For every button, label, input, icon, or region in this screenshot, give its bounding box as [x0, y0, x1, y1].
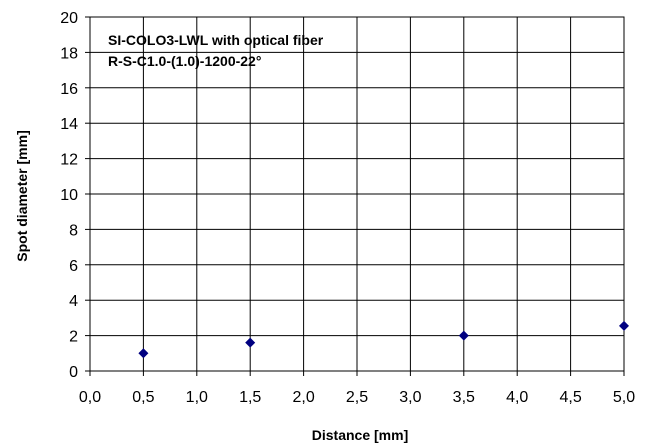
grid	[85, 16, 625, 376]
y-tick-labels: 0 2 4 6 8 10 12 14 16 18 20	[60, 10, 78, 381]
y-tick-label: 18	[60, 45, 78, 62]
x-tick-label: 1,0	[186, 389, 208, 406]
data-point	[138, 348, 149, 359]
chart-annotation: SI-COLO3-LWL with optical fiber R-S-C1.0…	[108, 32, 324, 69]
y-tick-label: 2	[69, 329, 78, 346]
data-point	[458, 330, 469, 341]
y-tick-label: 20	[60, 10, 78, 27]
y-axis-title: Spot diameter [mm]	[14, 130, 30, 261]
y-tick-label: 8	[69, 222, 78, 239]
annotation-line-2: R-S-C1.0-(1.0)-1200-22°	[108, 53, 261, 69]
y-tick-label: 10	[60, 187, 78, 204]
plot-frame	[89, 16, 625, 372]
x-axis-title: Distance [mm]	[312, 427, 408, 443]
x-tick-label: 3,0	[399, 389, 421, 406]
x-tick-label: 2,5	[346, 389, 368, 406]
x-tick-label: 1,5	[239, 389, 261, 406]
y-tick-label: 4	[69, 293, 78, 310]
x-tick-label: 5,0	[613, 389, 635, 406]
x-tick-label: 4,5	[559, 389, 581, 406]
x-tick-label: 2,0	[292, 389, 314, 406]
y-tick-label: 14	[60, 116, 78, 133]
annotation-line-1: SI-COLO3-LWL with optical fiber	[108, 32, 324, 48]
x-tick-labels: 0,0 0,5 1,0 1,5 2,0 2,5 3,0 3,5 4,0 4,5 5,0	[79, 389, 635, 406]
data-point	[619, 320, 629, 331]
y-tick-label: 12	[60, 152, 78, 169]
data-point	[245, 337, 256, 348]
x-tick-label: 4,0	[506, 389, 528, 406]
data-points	[138, 320, 629, 359]
x-tick-label: 3,5	[453, 389, 475, 406]
y-tick-label: 16	[60, 81, 78, 98]
y-tick-label: 6	[69, 258, 78, 275]
y-tick-label: 0	[69, 364, 78, 381]
x-tick-label: 0,5	[132, 389, 154, 406]
x-tick-label: 0,0	[79, 389, 101, 406]
